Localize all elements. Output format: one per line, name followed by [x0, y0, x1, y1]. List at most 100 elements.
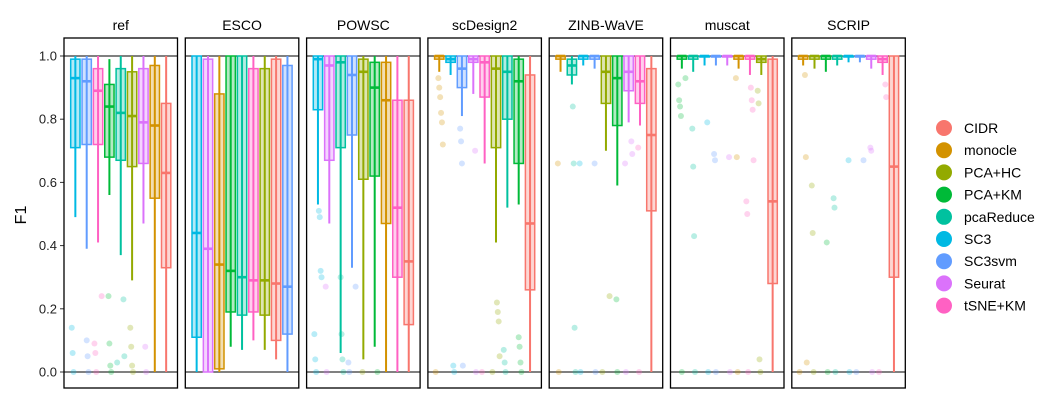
- outlier-point: [316, 214, 323, 221]
- box-pca-km: [225, 55, 237, 347]
- outlier-point: [312, 356, 319, 363]
- outlier-point: [801, 71, 808, 78]
- box-body: [213, 93, 225, 370]
- box-pca-hc: [126, 56, 138, 375]
- legend-key: [936, 142, 952, 159]
- box-body: [202, 58, 214, 373]
- box-pca-hc: [599, 55, 613, 375]
- outlier-point: [340, 369, 347, 375]
- outlier-point: [457, 125, 464, 132]
- outlier-point: [796, 369, 803, 375]
- outlier-point: [571, 324, 578, 331]
- outlier-point: [845, 157, 852, 164]
- outlier-point: [121, 353, 128, 360]
- outlier-point: [70, 369, 77, 375]
- box-sc3svm: [345, 55, 359, 375]
- outlier-point: [130, 369, 136, 375]
- legend-item-sc3: SC3: [936, 231, 991, 247]
- outlier-point: [315, 207, 322, 214]
- box-body: [323, 55, 335, 162]
- outlier-point: [577, 369, 584, 375]
- box-cidr: [645, 56, 657, 372]
- outlier-point: [636, 369, 643, 375]
- panel-border: [305, 37, 421, 389]
- outlier-point: [732, 75, 739, 82]
- panel-scrip: SCRIP: [791, 17, 906, 389]
- outlier-point: [744, 211, 751, 217]
- box-pca-hc: [489, 55, 503, 375]
- outlier-point: [352, 283, 359, 290]
- outlier-point: [451, 369, 458, 375]
- panel-title: ref: [113, 17, 129, 33]
- outlier-point: [458, 138, 465, 145]
- outlier-point: [472, 147, 479, 154]
- panel-muscat: muscat: [669, 17, 785, 389]
- legend-key: [936, 297, 952, 314]
- outlier-point: [677, 103, 684, 110]
- box-cidr: [524, 56, 536, 372]
- y-tick-label: 0.4: [39, 238, 57, 253]
- panel-powsc: POWSC: [305, 17, 421, 389]
- box-pcareduce: [236, 55, 248, 350]
- box-body: [456, 55, 468, 89]
- legend-label: Seurat: [964, 275, 1005, 291]
- outlier-point: [114, 359, 121, 366]
- outlier-point: [622, 160, 629, 167]
- outlier-point: [824, 369, 831, 375]
- box-pcareduce: [114, 56, 128, 366]
- legend-key: [936, 231, 952, 247]
- outlier-point: [346, 369, 353, 375]
- box-monocle: [732, 54, 745, 375]
- outlier-point: [677, 113, 684, 120]
- outlier-point: [606, 293, 613, 300]
- box-seurat: [721, 54, 733, 375]
- outlier-point: [555, 369, 562, 375]
- outlier-point: [808, 182, 815, 189]
- box-body: [92, 67, 104, 146]
- y-tick-label: 1.0: [39, 49, 57, 64]
- box-pca-hc: [808, 54, 820, 375]
- box-body: [160, 102, 172, 269]
- outlier-point: [339, 356, 346, 363]
- outlier-point: [108, 369, 115, 375]
- box-cidr: [888, 55, 900, 372]
- outlier-point: [747, 84, 754, 91]
- outlier-point: [592, 369, 599, 375]
- box-pcareduce: [830, 54, 843, 375]
- outlier-point: [493, 299, 500, 306]
- legend: CIDR monocle PCA+HC PCA+KM pcaReduce SC3 SC3sv…: [936, 120, 1035, 314]
- outlier-point: [518, 369, 525, 375]
- legend-label: monocle: [964, 142, 1017, 158]
- outlier-point: [438, 119, 445, 126]
- box-seurat: [138, 56, 150, 375]
- legend-item-pcareduce: pcaReduce: [936, 208, 1035, 225]
- box-pca-hc: [259, 56, 271, 350]
- outlier-point: [128, 343, 135, 350]
- box-sc3svm: [710, 54, 722, 375]
- outlier-point: [846, 369, 853, 375]
- box-pca-km: [369, 56, 381, 375]
- outlier-point: [91, 340, 98, 347]
- outlier-point: [84, 353, 91, 360]
- box-body: [81, 58, 93, 146]
- box-pcareduce: [335, 55, 347, 375]
- outlier-point: [832, 369, 839, 375]
- outlier-point: [68, 324, 75, 331]
- outlier-point: [515, 334, 522, 341]
- box-tsne-km: [876, 55, 890, 375]
- box-pcareduce: [566, 56, 579, 375]
- outlier-point: [323, 369, 330, 375]
- box-body: [645, 67, 657, 212]
- box-body: [380, 61, 392, 225]
- outlier-point: [439, 141, 446, 148]
- box-pca-km: [675, 54, 689, 375]
- y-axis-label: F1: [13, 206, 30, 225]
- panel-scdesign2: scDesign2: [427, 17, 543, 389]
- outlier-point: [106, 340, 113, 347]
- outlier-point: [92, 350, 99, 357]
- box-sc3: [68, 56, 81, 375]
- outlier-point: [500, 346, 507, 353]
- box-body: [611, 55, 623, 127]
- outlier-point: [437, 94, 444, 101]
